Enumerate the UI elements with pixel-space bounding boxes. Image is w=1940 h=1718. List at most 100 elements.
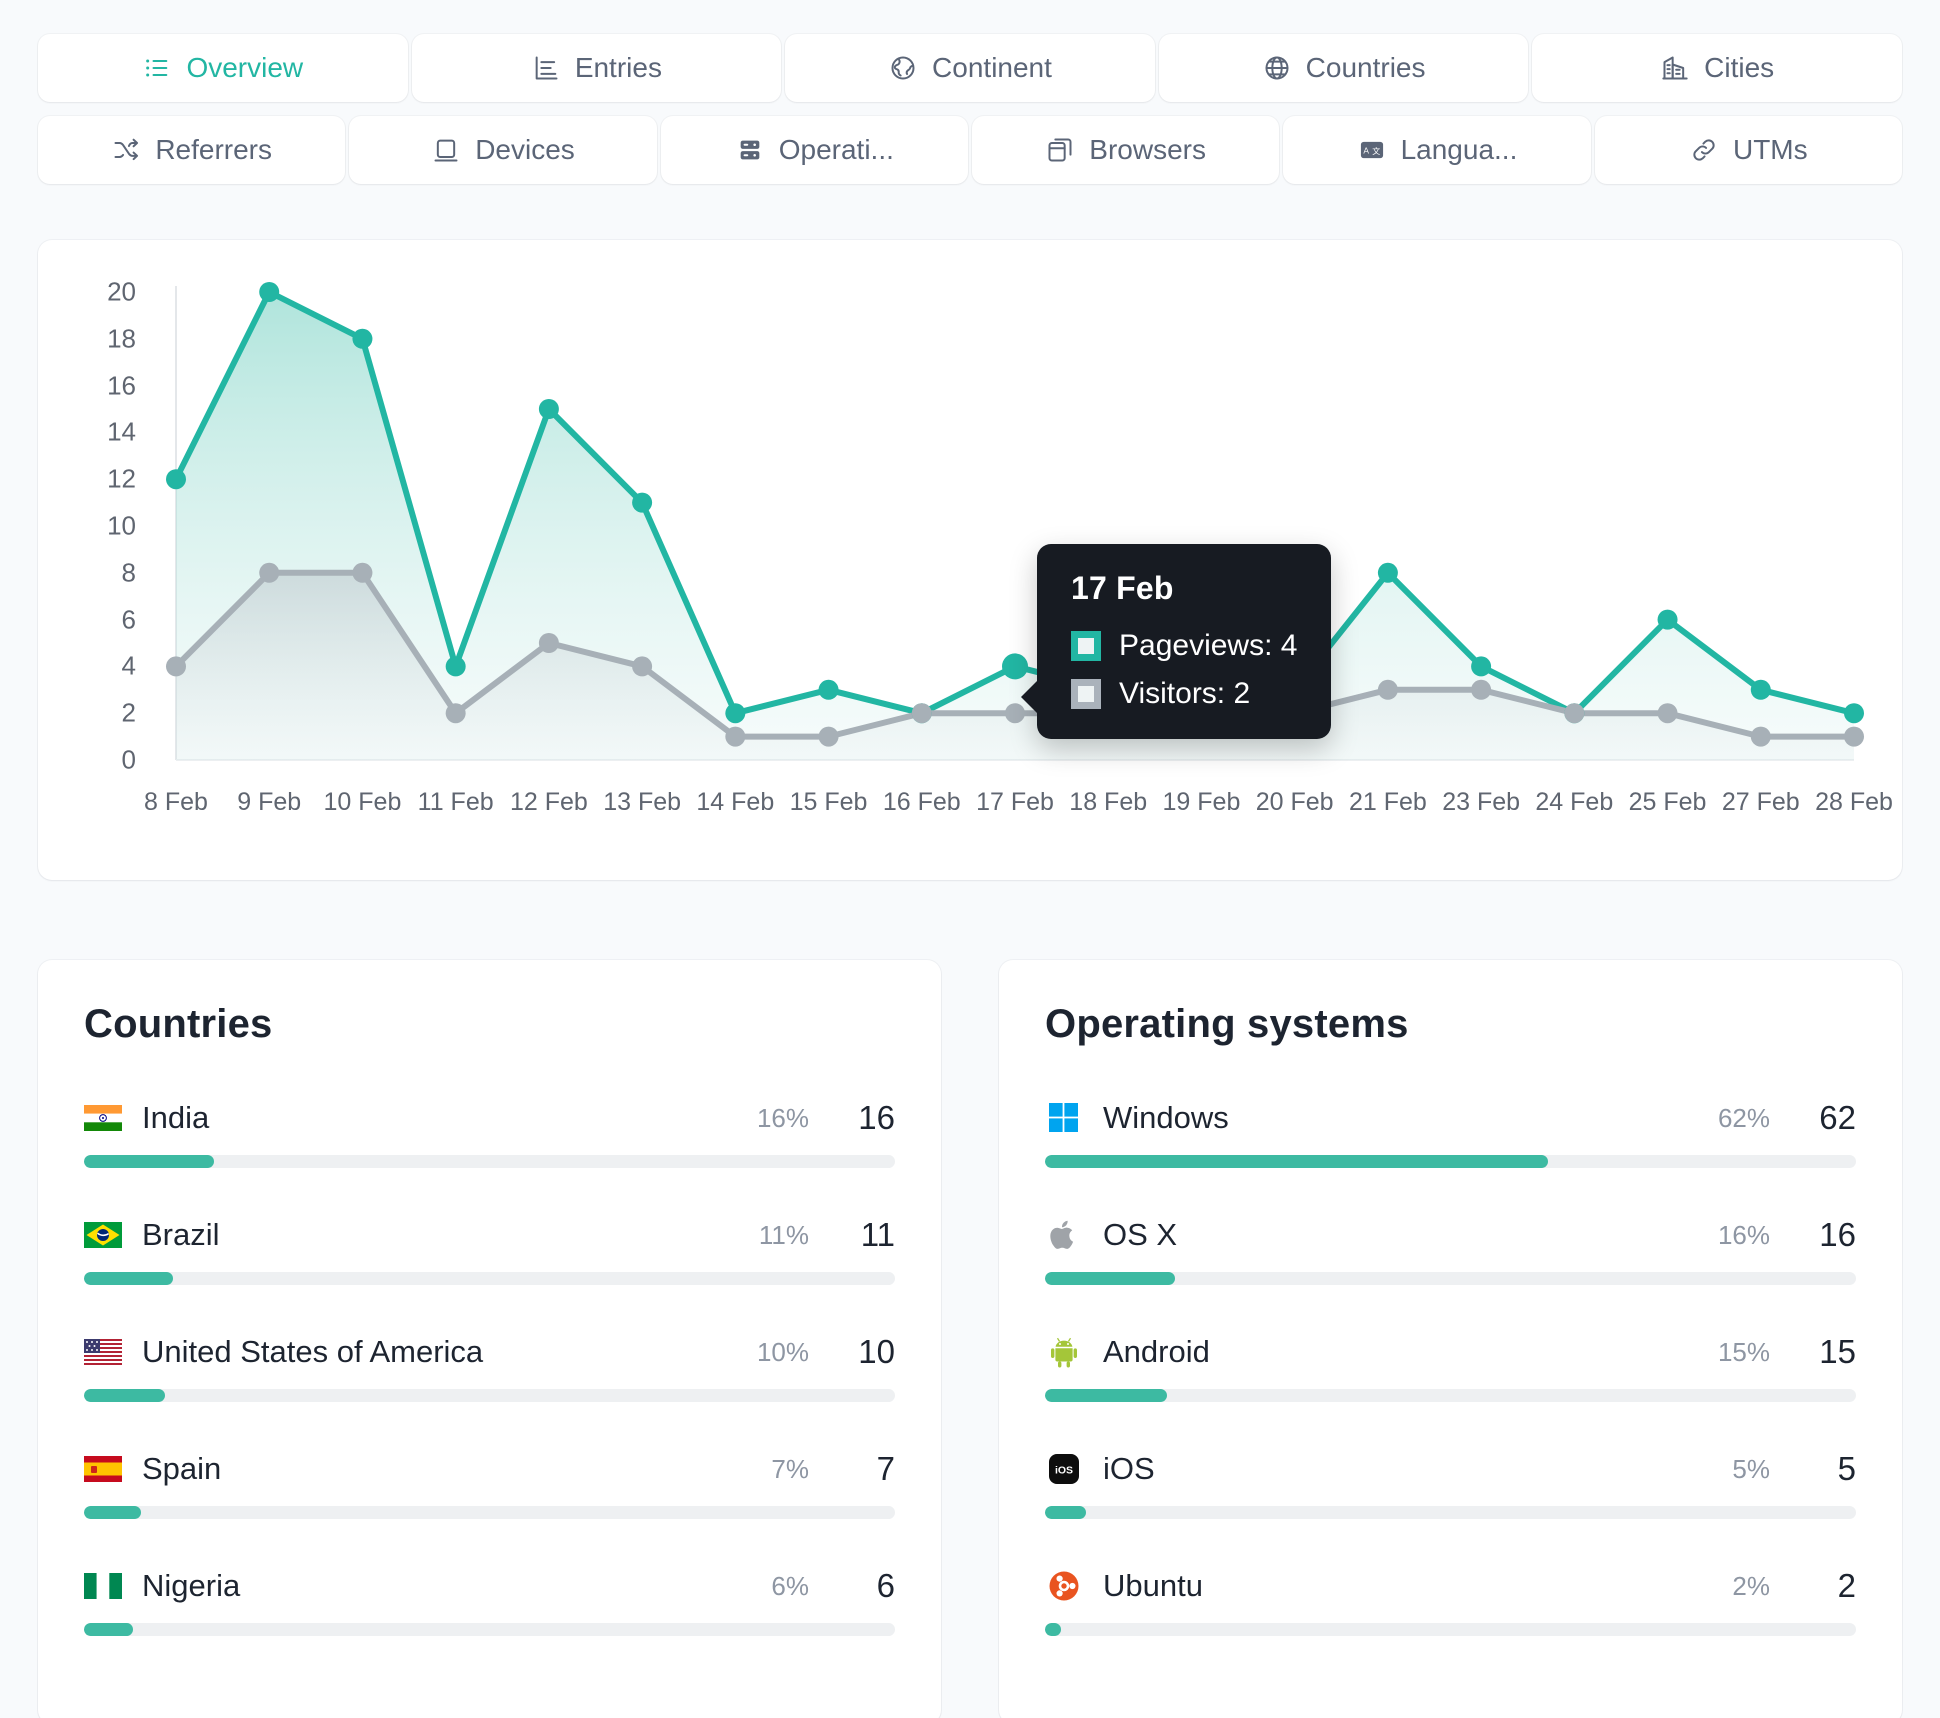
x-tick-label: 25 Feb [1628, 788, 1707, 816]
tab-label: Overview [186, 52, 304, 83]
y-tick-label: 18 [107, 323, 136, 354]
countries-card: Countries India 16% 16 Brazil 11% 11 United St… [38, 960, 941, 1718]
stat-row-header: Android 15% 15 [1045, 1333, 1856, 1371]
stat-row[interactable]: Windows 62% 62 [1045, 1099, 1856, 1168]
tab-operati[interactable]: Operati... [660, 116, 968, 184]
visitors-swatch-icon [1071, 679, 1101, 710]
stat-label: Windows [1103, 1100, 1229, 1135]
stat-value: 16 [1819, 1216, 1856, 1253]
stat-row[interactable]: Android 15% 15 [1045, 1333, 1856, 1402]
y-tick-label: 0 [121, 744, 136, 775]
stat-row-header: OS X 16% 16 [1045, 1216, 1856, 1254]
stat-percent: 6% [771, 1570, 809, 1601]
traffic-chart-card: 0 2 4 6 8 10 12 14 16 18 20 8 Feb 9 Feb 10 Feb 11 Feb… [38, 240, 1902, 880]
x-tick-label: 9 Feb [237, 788, 302, 816]
chart-plot-area[interactable]: 0 2 4 6 8 10 12 14 16 18 20 8 Feb 9 Feb 10 Feb 11 Feb… [68, 262, 1893, 880]
area-chart[interactable] [68, 262, 1872, 880]
stat-percent: 2% [1732, 1570, 1770, 1601]
tab-label: Operati... [778, 134, 894, 165]
tab-label: Langua... [1400, 134, 1518, 165]
stat-label: Ubuntu [1103, 1568, 1203, 1603]
tab-utms[interactable]: UTMs [1594, 116, 1902, 184]
y-tick-label: 8 [121, 557, 136, 588]
tab-langua[interactable]: A 文 Langua... [1283, 116, 1591, 184]
progress-track [1045, 1272, 1856, 1285]
tooltip-date: 17 Feb [1071, 570, 1174, 607]
stat-row[interactable]: Brazil 11% 11 [84, 1216, 895, 1285]
x-tick-label: 27 Feb [1721, 788, 1800, 816]
stat-row-header: Windows 62% 62 [1045, 1099, 1856, 1137]
stat-percent: 10% [756, 1336, 809, 1367]
progress-fill [84, 1623, 133, 1636]
progress-fill [84, 1389, 166, 1402]
y-tick-label: 12 [107, 463, 136, 494]
tab-label: Entries [574, 52, 662, 83]
progress-fill [1045, 1506, 1086, 1519]
stat-value: 62 [1819, 1099, 1856, 1136]
windows-logo-icon [1045, 1103, 1083, 1132]
tab-cities[interactable]: Cities [1532, 34, 1902, 102]
tooltip-visitors-label: Visitors: 2 [1119, 677, 1251, 711]
stat-row[interactable]: Nigeria 6% 6 [84, 1567, 895, 1636]
stat-label: Spain [142, 1451, 222, 1486]
x-tick-label: 18 Feb [1069, 788, 1148, 816]
stat-row[interactable]: OS X 16% 16 [1045, 1216, 1856, 1285]
stat-row[interactable]: Spain 7% 7 [84, 1450, 895, 1519]
stat-value: 6 [876, 1567, 895, 1604]
tab-label: Countries [1305, 52, 1426, 83]
progress-track [1045, 1389, 1856, 1402]
stat-row[interactable]: United States of America 10% 10 [84, 1333, 895, 1402]
flag-spain-icon [84, 1455, 122, 1483]
bar-chart-icon [531, 53, 561, 83]
globe-americas-icon [888, 53, 918, 83]
tab-overview[interactable]: Overview [38, 34, 408, 102]
stat-row[interactable]: Ubuntu 2% 2 [1045, 1567, 1856, 1636]
tab-row-secondary: Referrers Devices Operati... Browsers A 文 Lang… [38, 116, 1902, 184]
link-icon [1689, 135, 1719, 165]
flag-india-icon [84, 1104, 122, 1132]
tooltip-pageviews-label: Pageviews: 4 [1119, 629, 1298, 663]
stat-row[interactable]: India 16% 16 [84, 1099, 895, 1168]
x-tick-label: 13 Feb [603, 788, 682, 816]
shuffle-icon [111, 135, 141, 165]
stat-row-header: Spain 7% 7 [84, 1450, 895, 1488]
tab-row-primary: Overview Entries Continent Countries Cities [38, 0, 1902, 102]
tooltip-row-pageviews: Pageviews: 4 [1071, 629, 1297, 663]
x-tick-label: 17 Feb [976, 788, 1054, 816]
y-tick-label: 16 [107, 370, 136, 401]
progress-fill [84, 1155, 214, 1168]
stat-percent: 7% [771, 1453, 809, 1484]
stat-row[interactable]: iOS iOS 5% 5 [1045, 1450, 1856, 1519]
stat-value: 5 [1837, 1450, 1856, 1487]
flag-nigeria-icon [84, 1572, 122, 1600]
progress-track [84, 1506, 895, 1519]
pageviews-swatch-icon [1071, 631, 1101, 662]
tab-entries[interactable]: Entries [411, 34, 782, 102]
tab-continent[interactable]: Continent [785, 34, 1155, 102]
laptop-icon [431, 135, 461, 165]
progress-track [1045, 1155, 1856, 1168]
tab-label: Browsers [1089, 134, 1206, 165]
building-icon [1660, 53, 1690, 83]
progress-fill [1045, 1272, 1175, 1285]
y-tick-label: 20 [107, 276, 136, 307]
x-tick-label: 14 Feb [696, 788, 775, 816]
x-tick-label: 20 Feb [1255, 788, 1334, 816]
stat-percent: 16% [756, 1102, 809, 1133]
stat-label: OS X [1103, 1217, 1178, 1252]
progress-fill [84, 1272, 174, 1285]
tab-devices[interactable]: Devices [349, 116, 657, 184]
stat-label: Android [1103, 1334, 1210, 1369]
tab-countries[interactable]: Countries [1158, 34, 1529, 102]
tab-browsers[interactable]: Browsers [971, 116, 1280, 184]
svg-text:文: 文 [1372, 146, 1380, 156]
progress-track [84, 1623, 895, 1636]
stat-value: 7 [876, 1450, 895, 1487]
tab-label: UTMs [1732, 134, 1808, 165]
progress-track [84, 1389, 895, 1402]
window-stack-icon [1045, 135, 1075, 165]
ubuntu-logo-icon [1045, 1571, 1083, 1601]
tab-referrers[interactable]: Referrers [38, 116, 346, 184]
stat-label: India [142, 1100, 210, 1135]
